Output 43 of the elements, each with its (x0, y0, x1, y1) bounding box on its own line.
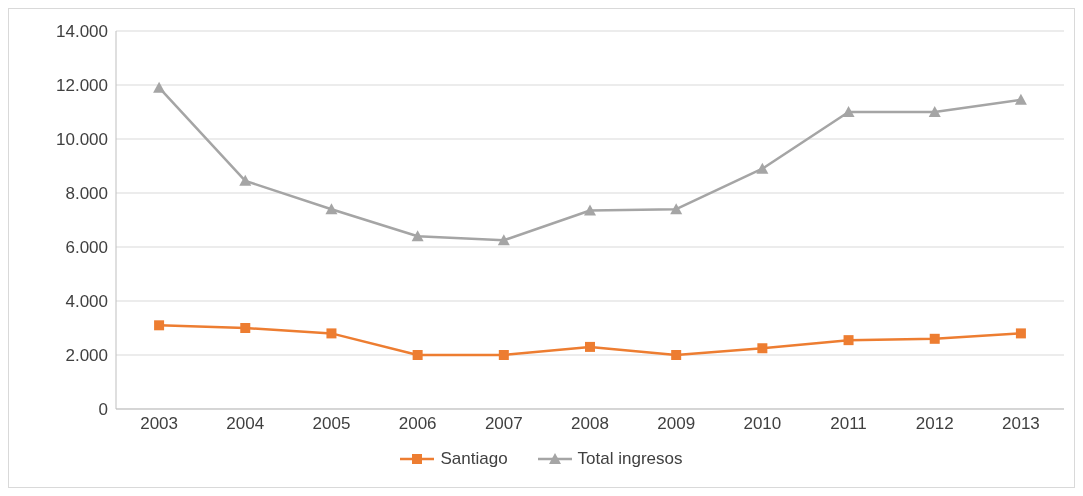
y-tick-label: 6.000 (65, 238, 108, 258)
point (929, 333, 940, 344)
point (585, 341, 595, 352)
x-tick-label: 2004 (226, 414, 265, 434)
point (928, 106, 941, 117)
y-tick-label: 14.000 (56, 22, 108, 42)
y-tick-label: 12.000 (56, 76, 108, 96)
x-tick-label: 2011 (830, 414, 867, 434)
point (240, 323, 251, 333)
x-tick-label: 2003 (140, 414, 178, 434)
point (411, 230, 424, 242)
x-tick-label: 2012 (915, 414, 954, 434)
point (326, 328, 337, 339)
point (239, 174, 252, 186)
point (1014, 93, 1027, 105)
point (756, 162, 769, 174)
x-tick-label: 2006 (398, 414, 437, 434)
point (670, 203, 683, 215)
point (153, 81, 166, 93)
point (671, 350, 682, 360)
point (412, 350, 423, 360)
x-tick-label: 2008 (571, 414, 609, 434)
x-tick-label: 2007 (484, 414, 523, 434)
x-tick-label: 2009 (657, 414, 696, 434)
point (1015, 328, 1026, 339)
point (154, 320, 165, 331)
point (584, 204, 596, 216)
y-tick-label: 8.000 (65, 184, 108, 204)
point (842, 106, 855, 117)
point (843, 335, 854, 346)
x-tick-label: 2013 (1001, 414, 1040, 434)
x-tick-label: 2010 (743, 414, 782, 434)
y-tick-label: 2.000 (65, 346, 108, 366)
y-tick-label: 10.000 (56, 130, 108, 150)
y-tick-label: 0 (98, 400, 108, 420)
legend-label: Total ingresos (577, 449, 683, 469)
y-tick-label: 4.000 (65, 292, 108, 312)
point (497, 234, 510, 246)
point (498, 350, 509, 360)
legend-label: Santiago (440, 449, 508, 469)
point (757, 343, 768, 354)
point (325, 203, 338, 215)
x-tick-label: 2005 (312, 414, 351, 434)
